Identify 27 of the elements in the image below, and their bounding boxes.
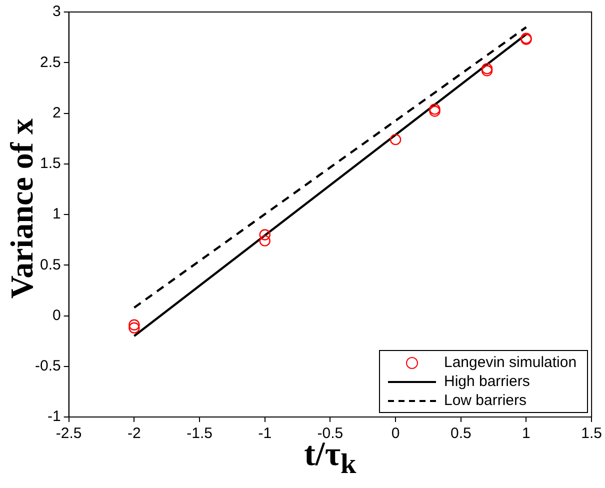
legend-label: Langevin simulation xyxy=(444,354,577,371)
point xyxy=(390,134,402,146)
y-tick-label: 0.5 xyxy=(40,256,61,274)
x-tick-label: 1 xyxy=(522,425,530,442)
point xyxy=(259,229,270,240)
y-tick-label: 2.5 xyxy=(40,54,61,71)
legend-label: High barriers xyxy=(444,373,530,390)
x-tick-label: 1.5 xyxy=(581,425,602,442)
x-tick-label: -1 xyxy=(258,425,272,442)
y-tick-label: 0 xyxy=(52,306,61,324)
y-tick-label: 1.5 xyxy=(40,155,61,172)
point xyxy=(128,322,140,334)
x-tick-label: 0 xyxy=(391,425,400,442)
x-tick-label: -2 xyxy=(128,425,141,442)
y-tick-label: -1 xyxy=(48,408,61,426)
point xyxy=(259,235,270,246)
x-tick-label: -1.5 xyxy=(186,425,212,442)
x-tick-label: -2.5 xyxy=(56,425,82,442)
x-tick-label: 0.5 xyxy=(450,425,472,442)
legend-label: Low barriers xyxy=(444,392,527,409)
point xyxy=(128,319,140,330)
y-tick-label: 2 xyxy=(52,104,61,122)
y-tick-label: 1 xyxy=(52,206,61,223)
y-tick-label: 3 xyxy=(52,3,61,20)
y-tick-label: -0.5 xyxy=(34,358,61,375)
y-axis-title: Variance of x xyxy=(4,118,40,299)
x-tick-label: -0.5 xyxy=(317,425,344,442)
